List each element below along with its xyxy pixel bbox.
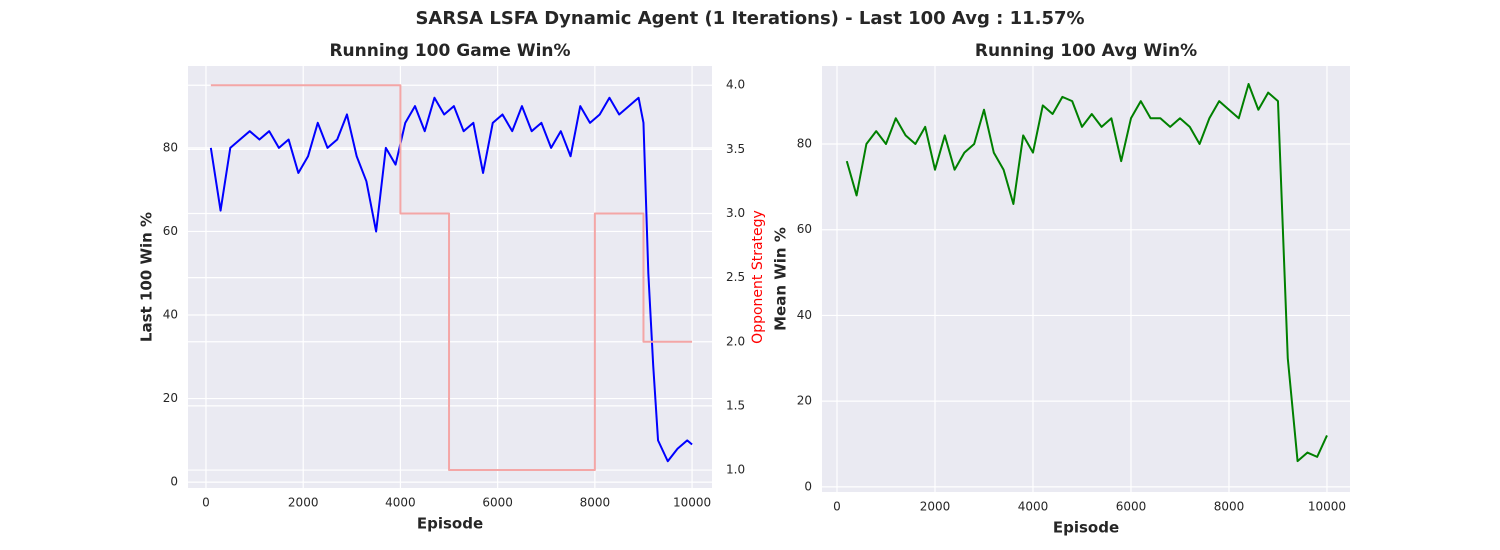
y-tick-label: 80 <box>797 137 812 151</box>
plot-area <box>822 66 1350 492</box>
y-axis-label: Mean Win % <box>772 227 790 331</box>
y-tick-label: 40 <box>163 308 178 322</box>
y-axis-label: Last 100 Win % <box>138 212 156 342</box>
y-tick-label: 20 <box>163 391 178 405</box>
y2-tick-label: 1.0 <box>726 463 745 477</box>
y-tick-label: 0 <box>804 479 812 493</box>
y2-tick-label: 2.0 <box>726 334 745 348</box>
x-tick-label: 4000 <box>385 496 416 510</box>
y-tick-label: 80 <box>163 140 178 154</box>
y2-tick-label: 1.5 <box>726 398 745 412</box>
x-tick-label: 0 <box>833 500 841 514</box>
y2-tick-label: 2.5 <box>726 270 745 284</box>
x-tick-label: 10000 <box>1308 500 1346 514</box>
data-line <box>845 83 1328 463</box>
x-tick-label: 10000 <box>673 496 711 510</box>
y-tick-label: 20 <box>797 394 812 408</box>
x-tick-label: 2000 <box>288 496 319 510</box>
y-tick-label: 40 <box>797 308 812 322</box>
data-line <box>210 84 693 472</box>
x-tick-label: 8000 <box>1214 500 1245 514</box>
chart-title: Running 100 Game Win% <box>329 41 570 61</box>
chart-title: Running 100 Avg Win% <box>975 41 1197 61</box>
y-tick-label: 0 <box>170 475 178 489</box>
x-tick-label: 8000 <box>580 496 611 510</box>
x-tick-label: 4000 <box>1018 500 1049 514</box>
figure-title: SARSA LSFA Dynamic Agent (1 Iterations) … <box>415 8 1084 29</box>
x-axis-label: Episode <box>417 515 483 533</box>
y2-tick-label: 4.0 <box>726 78 745 92</box>
x-axis-label: Episode <box>1053 519 1119 537</box>
x-tick-label: 6000 <box>1116 500 1147 514</box>
y2-tick-label: 3.5 <box>726 142 745 156</box>
x-tick-label: 2000 <box>920 500 951 514</box>
x-tick-label: 6000 <box>482 496 513 510</box>
y-tick-label: 60 <box>797 222 812 236</box>
y2-tick-label: 3.0 <box>726 206 745 220</box>
y-tick-label: 60 <box>163 224 178 238</box>
data-line <box>209 96 693 463</box>
x-tick-label: 0 <box>202 496 210 510</box>
y2-axis-label: Opponent Strategy <box>750 210 766 344</box>
